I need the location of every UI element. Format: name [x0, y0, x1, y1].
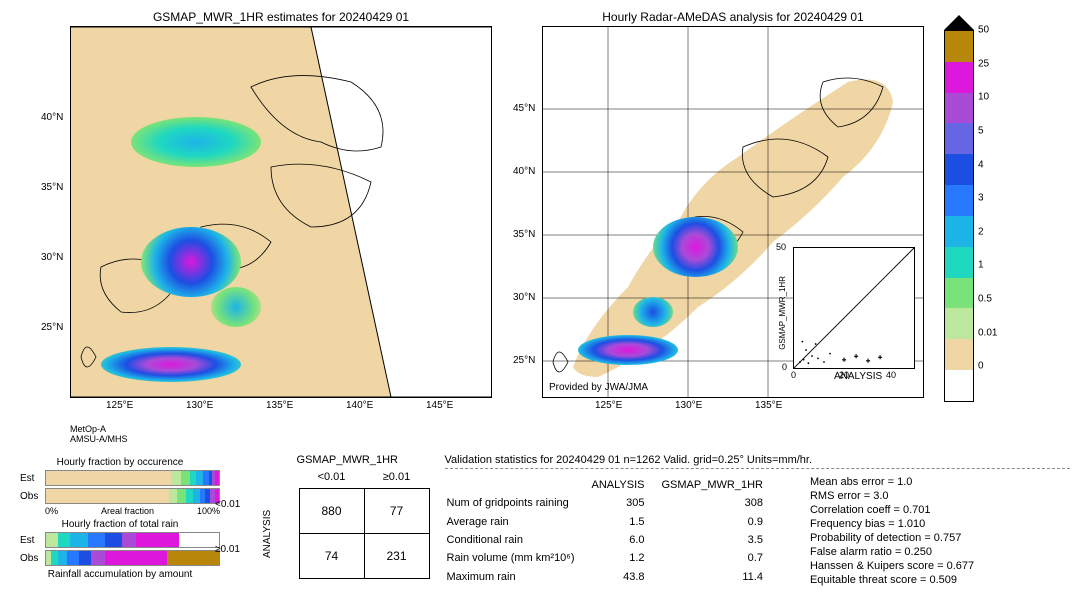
map2-attrib: Provided by JWA/JMA: [549, 382, 648, 393]
map1-lat-25: 25°N: [41, 322, 63, 333]
bar-total-est: [45, 532, 220, 548]
map1-lat-40: 40°N: [41, 112, 63, 123]
svg-text:+: +: [866, 356, 870, 365]
map1-lon-125: 125°E: [106, 400, 133, 411]
map1-lon-135: 135°E: [266, 400, 293, 411]
bar-occur-est: [45, 470, 220, 486]
scatter-ylabel: GSMAP_MWR_1HR: [778, 276, 787, 350]
contingency-table: GSMAP_MWR_1HR <0.01≥0.01 ANALYSIS88077 7…: [235, 454, 430, 579]
map1-title: GSMAP_MWR_1HR estimates for 20240429 01: [70, 10, 492, 24]
fraction-bars: Hourly fraction by occurence Est Obs 0%A…: [20, 454, 220, 580]
map1-lon-140: 140°E: [346, 400, 373, 411]
svg-text:+: +: [842, 355, 846, 364]
bar-total-obs: [45, 550, 220, 566]
map1-lat-30: 30°N: [41, 252, 63, 263]
stats-left-table: ANALYSISGSMAP_MWR_1HR Num of gridpoints …: [445, 475, 780, 587]
colorbar-arrow-icon: [944, 15, 974, 30]
map1-lat-35: 35°N: [41, 182, 63, 193]
svg-text:+: +: [878, 353, 882, 362]
map2-panel: Hourly Radar-AMeDAS analysis for 2024042…: [542, 10, 924, 410]
svg-text:+: +: [854, 351, 858, 360]
bar-occur-obs: [45, 488, 220, 504]
map1-meta: MetOp-A AMSU-A/MHS: [70, 424, 1070, 444]
scatter-inset: ++ ++ ANALYSIS GSMAP_MWR_1HR 0 20 40 0 5…: [793, 247, 915, 369]
map1-box: 25°N 30°N 35°N 40°N 125°E 130°E 135°E 14…: [70, 26, 492, 398]
validation-stats: Validation statistics for 20240429 01 n=…: [445, 454, 1071, 587]
map1-lon-145: 145°E: [426, 400, 453, 411]
bottom-row: Hourly fraction by occurence Est Obs 0%A…: [10, 454, 1070, 587]
maps-row: GSMAP_MWR_1HR estimates for 20240429 01: [10, 10, 1070, 410]
colorbar: 502510543210.50.010: [944, 30, 974, 400]
map2-title: Hourly Radar-AMeDAS analysis for 2024042…: [542, 10, 924, 24]
map1-lon-130: 130°E: [186, 400, 213, 411]
map1-panel: GSMAP_MWR_1HR estimates for 20240429 01: [70, 10, 492, 410]
stats-scores: Mean abs error = 1.0RMS error = 3.0Corre…: [810, 475, 974, 587]
map2-box: ++ ++ ANALYSIS GSMAP_MWR_1HR 0 20 40 0 5…: [542, 26, 924, 398]
